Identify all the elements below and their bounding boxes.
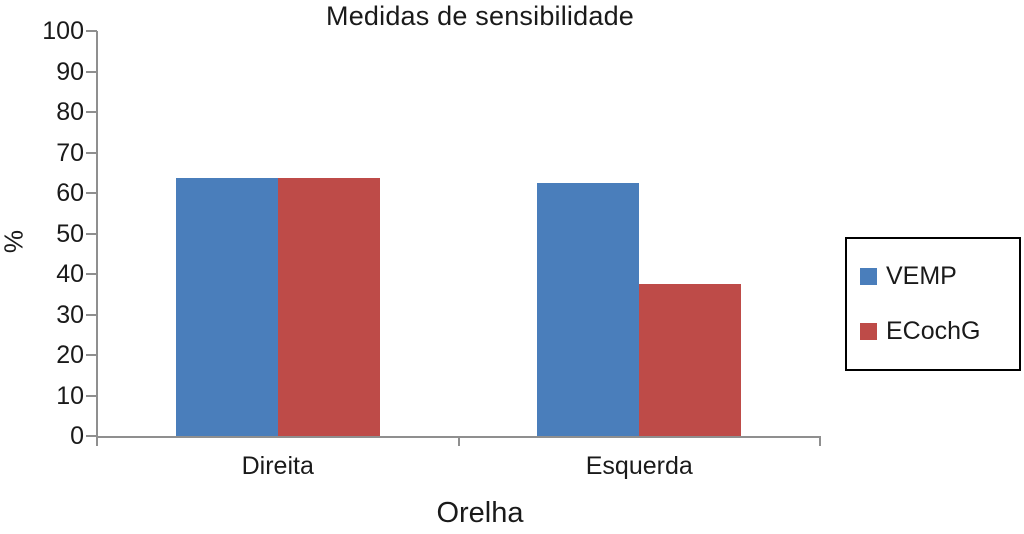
- chart-title: Medidas de sensibilidade: [326, 1, 634, 31]
- legend-swatch-vemp: [860, 268, 877, 285]
- y-tick-label: 100: [42, 17, 84, 45]
- y-tick-mark: [86, 394, 97, 397]
- legend-label: VEMP: [886, 262, 957, 290]
- y-tick-label: 30: [56, 300, 84, 329]
- y-tick-mark: [86, 70, 97, 73]
- y-tick-label: 0: [70, 422, 84, 450]
- bar-vemp-direita: [175, 178, 278, 436]
- y-axis-tick-marks: [86, 30, 97, 437]
- y-tick-label: 40: [56, 260, 84, 288]
- y-axis-tick-labels: 0 10 20 30 40 50 60 70 80 90 100: [18, 17, 84, 450]
- x-tick-mark: [96, 436, 98, 446]
- x-tick-label-esquerda: Esquerda: [585, 452, 693, 480]
- y-tick-label: 10: [56, 381, 84, 410]
- y-tick-mark: [86, 313, 97, 316]
- y-tick-mark: [86, 192, 97, 194]
- x-tick-mark: [819, 436, 821, 446]
- y-tick-label: 90: [56, 57, 84, 86]
- y-tick-label: 60: [56, 179, 84, 207]
- y-tick-label: 50: [56, 219, 84, 248]
- legend-label: ECochG: [886, 317, 981, 345]
- y-tick-mark: [86, 354, 97, 356]
- y-tick-label: 80: [56, 98, 84, 126]
- x-axis-category-labels: Direita Esquerda: [97, 452, 820, 482]
- legend-item-ecochg: ECochG: [860, 317, 1019, 346]
- x-tick-label-direita: Direita: [241, 452, 314, 480]
- y-tick-mark: [86, 111, 97, 113]
- y-tick-mark: [86, 151, 97, 154]
- y-tick-mark: [86, 273, 97, 275]
- plot-area: [97, 31, 820, 436]
- bar-ecochg-direita: [277, 178, 380, 436]
- y-axis-line: [96, 31, 98, 437]
- y-tick-label: 70: [56, 138, 84, 167]
- y-tick-mark: [86, 232, 97, 235]
- legend: VEMP ECochG: [845, 237, 1021, 371]
- legend-swatch-ecochg: [860, 323, 877, 340]
- x-axis-label: Orelha: [436, 497, 524, 529]
- x-tick-mark: [457, 436, 460, 446]
- bar-vemp-esquerda: [537, 182, 640, 436]
- legend-item-vemp: VEMP: [860, 262, 1019, 291]
- y-tick-mark: [86, 435, 97, 437]
- y-tick-label: 20: [56, 341, 84, 369]
- bar-ecochg-esquerda: [639, 284, 742, 436]
- y-tick-mark: [86, 30, 97, 32]
